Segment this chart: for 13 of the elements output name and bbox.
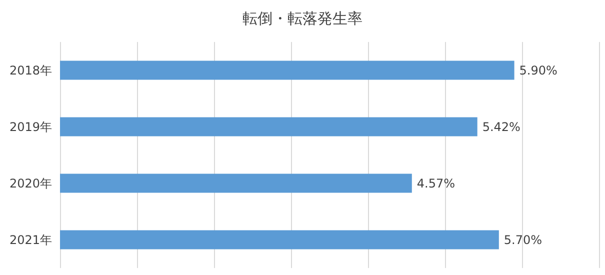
y-tick-label: 2020年 — [9, 176, 52, 190]
y-tick-label: 2021年 — [9, 232, 52, 247]
data-label: 4.57% — [416, 176, 456, 190]
bar — [60, 174, 412, 193]
y-tick-label: 2018年 — [9, 63, 52, 78]
chart-title: 転倒・転落発生率 — [242, 10, 362, 28]
bar — [60, 117, 478, 136]
y-tick-label: 2019年 — [9, 120, 52, 134]
data-label: 5.70% — [504, 232, 542, 247]
data-label: 5.90% — [519, 63, 558, 78]
bar — [60, 230, 499, 250]
data-label: 5.42% — [482, 120, 520, 134]
bar — [60, 60, 514, 80]
